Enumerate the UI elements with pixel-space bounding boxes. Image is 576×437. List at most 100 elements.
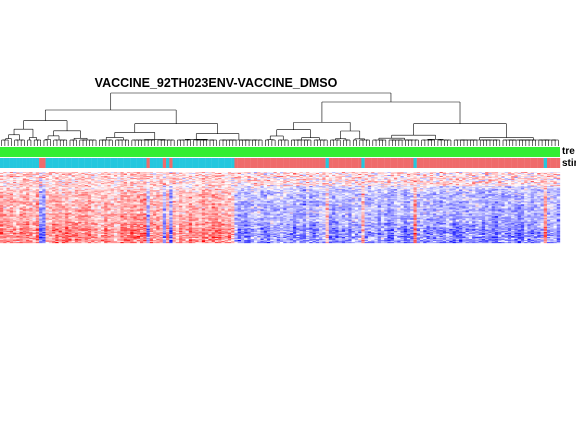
heatmap-cell: [192, 196, 196, 198]
heatmap-cell: [100, 226, 105, 228]
heatmap-cell: [218, 213, 222, 215]
heatmap-cell: [120, 210, 124, 212]
heatmap-cell: [52, 212, 56, 214]
heatmap-cell: [58, 213, 63, 215]
heatmap-cell: [211, 198, 216, 200]
heatmap-cell: [52, 234, 56, 237]
heatmap-cell: [94, 198, 98, 200]
heatmap-cell: [104, 200, 108, 202]
heatmap-cell: [201, 186, 206, 188]
heatmap-cell: [97, 218, 102, 220]
heatmap-cell: [169, 220, 173, 222]
heatmap-cell: [55, 206, 59, 208]
heatmap-cell: [208, 200, 212, 202]
heatmap-cell: [208, 220, 212, 222]
heatmap-cell: [35, 201, 40, 203]
heatmap-cell: [149, 238, 154, 241]
heatmap-cell: [156, 223, 160, 225]
heatmap-cell: [58, 190, 63, 192]
heatmap-cell: [16, 181, 20, 183]
heatmap-cell: [224, 210, 229, 212]
heatmap-cell: [227, 233, 232, 236]
heatmap-cell: [166, 227, 170, 229]
heatmap-cell: [22, 221, 27, 223]
heatmap-cell: [94, 189, 98, 191]
heatmap-cell: [45, 227, 49, 229]
heatmap-cell: [61, 234, 66, 237]
heatmap-cell: [113, 184, 118, 186]
heatmap-cell: [68, 228, 72, 230]
heatmap-cell: [16, 201, 20, 203]
heatmap-cell: [0, 176, 4, 178]
heatmap-cell: [205, 220, 209, 222]
heatmap-cell: [198, 212, 203, 214]
heatmap-cell: [3, 224, 7, 226]
heatmap-cell: [153, 240, 157, 243]
heatmap-cell: [188, 179, 193, 181]
heatmap-cell: [201, 201, 206, 203]
heatmap-cell: [175, 199, 180, 201]
heatmap-cell: [32, 223, 36, 225]
heatmap-cell: [6, 195, 10, 197]
heatmap-cell: [97, 193, 102, 195]
heatmap-cell: [153, 175, 157, 177]
heatmap-cell: [29, 215, 33, 217]
heatmap-cell: [74, 187, 79, 189]
heatmap-cell: [55, 225, 59, 227]
heatmap-cell: [42, 179, 46, 181]
heatmap-cell: [192, 179, 196, 181]
heatmap-cell: [42, 197, 46, 199]
heatmap-cell: [117, 210, 121, 212]
heatmap-cell: [3, 223, 7, 225]
heatmap-cell: [201, 240, 206, 243]
heatmap-cell: [58, 212, 63, 214]
heatmap-cell: [120, 206, 124, 208]
heatmap-cell: [211, 207, 216, 209]
heatmap-cell: [179, 183, 183, 185]
heatmap-cell: [9, 181, 14, 183]
heatmap-cell: [149, 202, 154, 204]
heatmap-cell: [104, 221, 108, 223]
heatmap-cell: [172, 209, 176, 211]
heatmap-cell: [26, 224, 30, 226]
heatmap-cell: [107, 190, 111, 192]
heatmap-cell: [58, 179, 63, 181]
heatmap-cell: [55, 208, 59, 210]
heatmap-cell: [169, 176, 173, 178]
heatmap-cell: [198, 230, 203, 232]
heatmap-cell: [149, 220, 154, 222]
heatmap-cell: [214, 236, 219, 239]
heatmap-cell: [120, 225, 124, 227]
heatmap-cell: [162, 237, 167, 240]
heatmap-cell: [117, 217, 121, 219]
heatmap-cell: [81, 190, 85, 192]
heatmap-cell: [192, 235, 196, 238]
heatmap-cell: [185, 232, 189, 235]
heatmap-cell: [175, 196, 180, 198]
heatmap-cell: [126, 194, 131, 196]
heatmap-cell: [0, 203, 4, 205]
heatmap-cell: [61, 185, 66, 187]
heatmap-cell: [198, 174, 203, 176]
heatmap-cell: [61, 210, 66, 212]
heatmap-cell: [58, 217, 63, 219]
heatmap-cell: [78, 213, 82, 215]
heatmap-cell: [113, 222, 118, 224]
heatmap-cell: [153, 239, 157, 242]
heatmap-cell: [166, 241, 170, 244]
heatmap-cell: [179, 216, 183, 218]
heatmap-cell: [146, 231, 150, 233]
heatmap-cell: [42, 186, 46, 188]
heatmap-cell: [65, 216, 69, 218]
heatmap-cell: [172, 186, 176, 188]
heatmap-cell: [13, 235, 17, 238]
heatmap-cell: [156, 192, 160, 194]
heatmap-cell: [153, 212, 157, 214]
heatmap-cell: [32, 226, 36, 228]
heatmap-cell: [218, 207, 222, 209]
heatmap-cell: [0, 232, 4, 235]
heatmap-cell: [211, 215, 216, 217]
heatmap-cell: [9, 179, 14, 181]
heatmap-cell: [166, 236, 170, 239]
heatmap-cell: [143, 214, 147, 216]
